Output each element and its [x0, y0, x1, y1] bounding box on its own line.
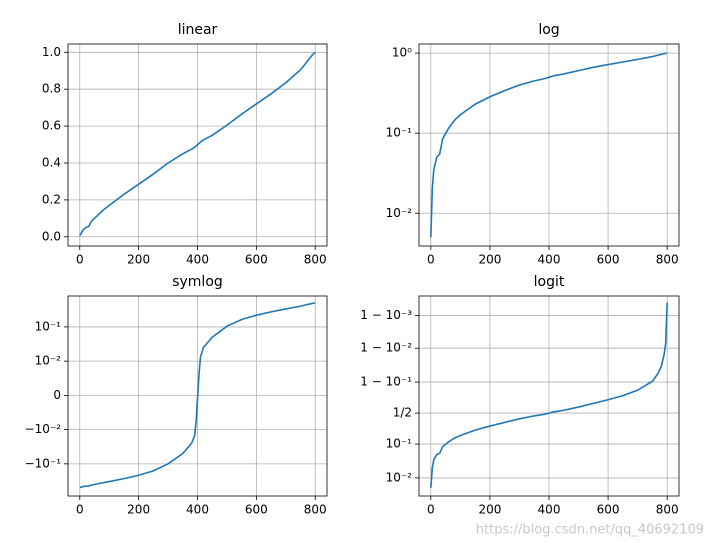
y-tick-label: 1 − 10⁻²	[360, 341, 412, 355]
panel-title: log	[538, 22, 559, 38]
data-line	[79, 302, 316, 489]
x-tick-label: 400	[538, 503, 561, 517]
axes-frame	[67, 43, 328, 247]
x-tick-label: 200	[127, 253, 150, 267]
panel-title: linear	[178, 22, 218, 38]
y-tick-label: 10⁻¹	[386, 437, 413, 451]
y-tick-label: 1 − 10⁻¹	[360, 375, 412, 389]
x-tick-label: 600	[245, 503, 268, 517]
y-tick-label: −10⁻¹	[25, 456, 62, 470]
y-tick-label: 1.0	[42, 45, 61, 59]
axes-frame	[418, 43, 680, 247]
panel-title: symlog	[172, 274, 223, 290]
watermark: https://blog.csdn.net/qq_40692109	[476, 523, 704, 538]
x-tick-label: 0	[76, 253, 84, 267]
x-tick-label: 0	[427, 253, 435, 267]
y-tick-label: 1/2	[393, 406, 412, 420]
y-tick-label: 10⁻²	[386, 206, 413, 220]
y-tick-label: 10⁰	[392, 46, 412, 60]
x-tick-label: 800	[656, 253, 679, 267]
y-tick-label: 10⁻¹	[35, 319, 62, 333]
y-tick-label: 10⁻²	[386, 470, 413, 484]
y-tick-label: 0.8	[42, 82, 61, 96]
x-tick-label: 200	[478, 253, 501, 267]
y-tick-label: 0.0	[42, 229, 61, 243]
y-tick-label: 0.4	[42, 155, 61, 169]
x-tick-label: 0	[427, 503, 435, 517]
axes-frame	[67, 295, 328, 497]
panel-title: logit	[534, 274, 565, 290]
y-tick-label: 0	[53, 388, 61, 402]
data-line	[430, 52, 668, 238]
x-tick-label: 800	[304, 503, 327, 517]
y-tick-label: −10⁻²	[25, 422, 62, 436]
x-tick-label: 600	[597, 253, 620, 267]
axes-frame	[418, 295, 680, 497]
y-tick-label: 0.2	[42, 192, 61, 206]
y-tick-label: 10⁻¹	[386, 126, 413, 140]
y-tick-label: 1 − 10⁻³	[360, 308, 412, 322]
x-tick-label: 600	[597, 503, 620, 517]
x-tick-label: 200	[127, 503, 150, 517]
x-tick-label: 800	[304, 253, 327, 267]
x-tick-label: 200	[478, 503, 501, 517]
x-tick-label: 400	[538, 253, 561, 267]
data-line	[79, 51, 316, 237]
y-tick-label: 10⁻²	[35, 354, 62, 368]
x-tick-label: 800	[656, 503, 679, 517]
x-tick-label: 600	[245, 253, 268, 267]
x-tick-label: 0	[76, 503, 84, 517]
x-tick-label: 400	[186, 503, 209, 517]
data-line	[430, 302, 668, 488]
x-tick-label: 400	[186, 253, 209, 267]
y-tick-label: 0.6	[42, 119, 61, 133]
